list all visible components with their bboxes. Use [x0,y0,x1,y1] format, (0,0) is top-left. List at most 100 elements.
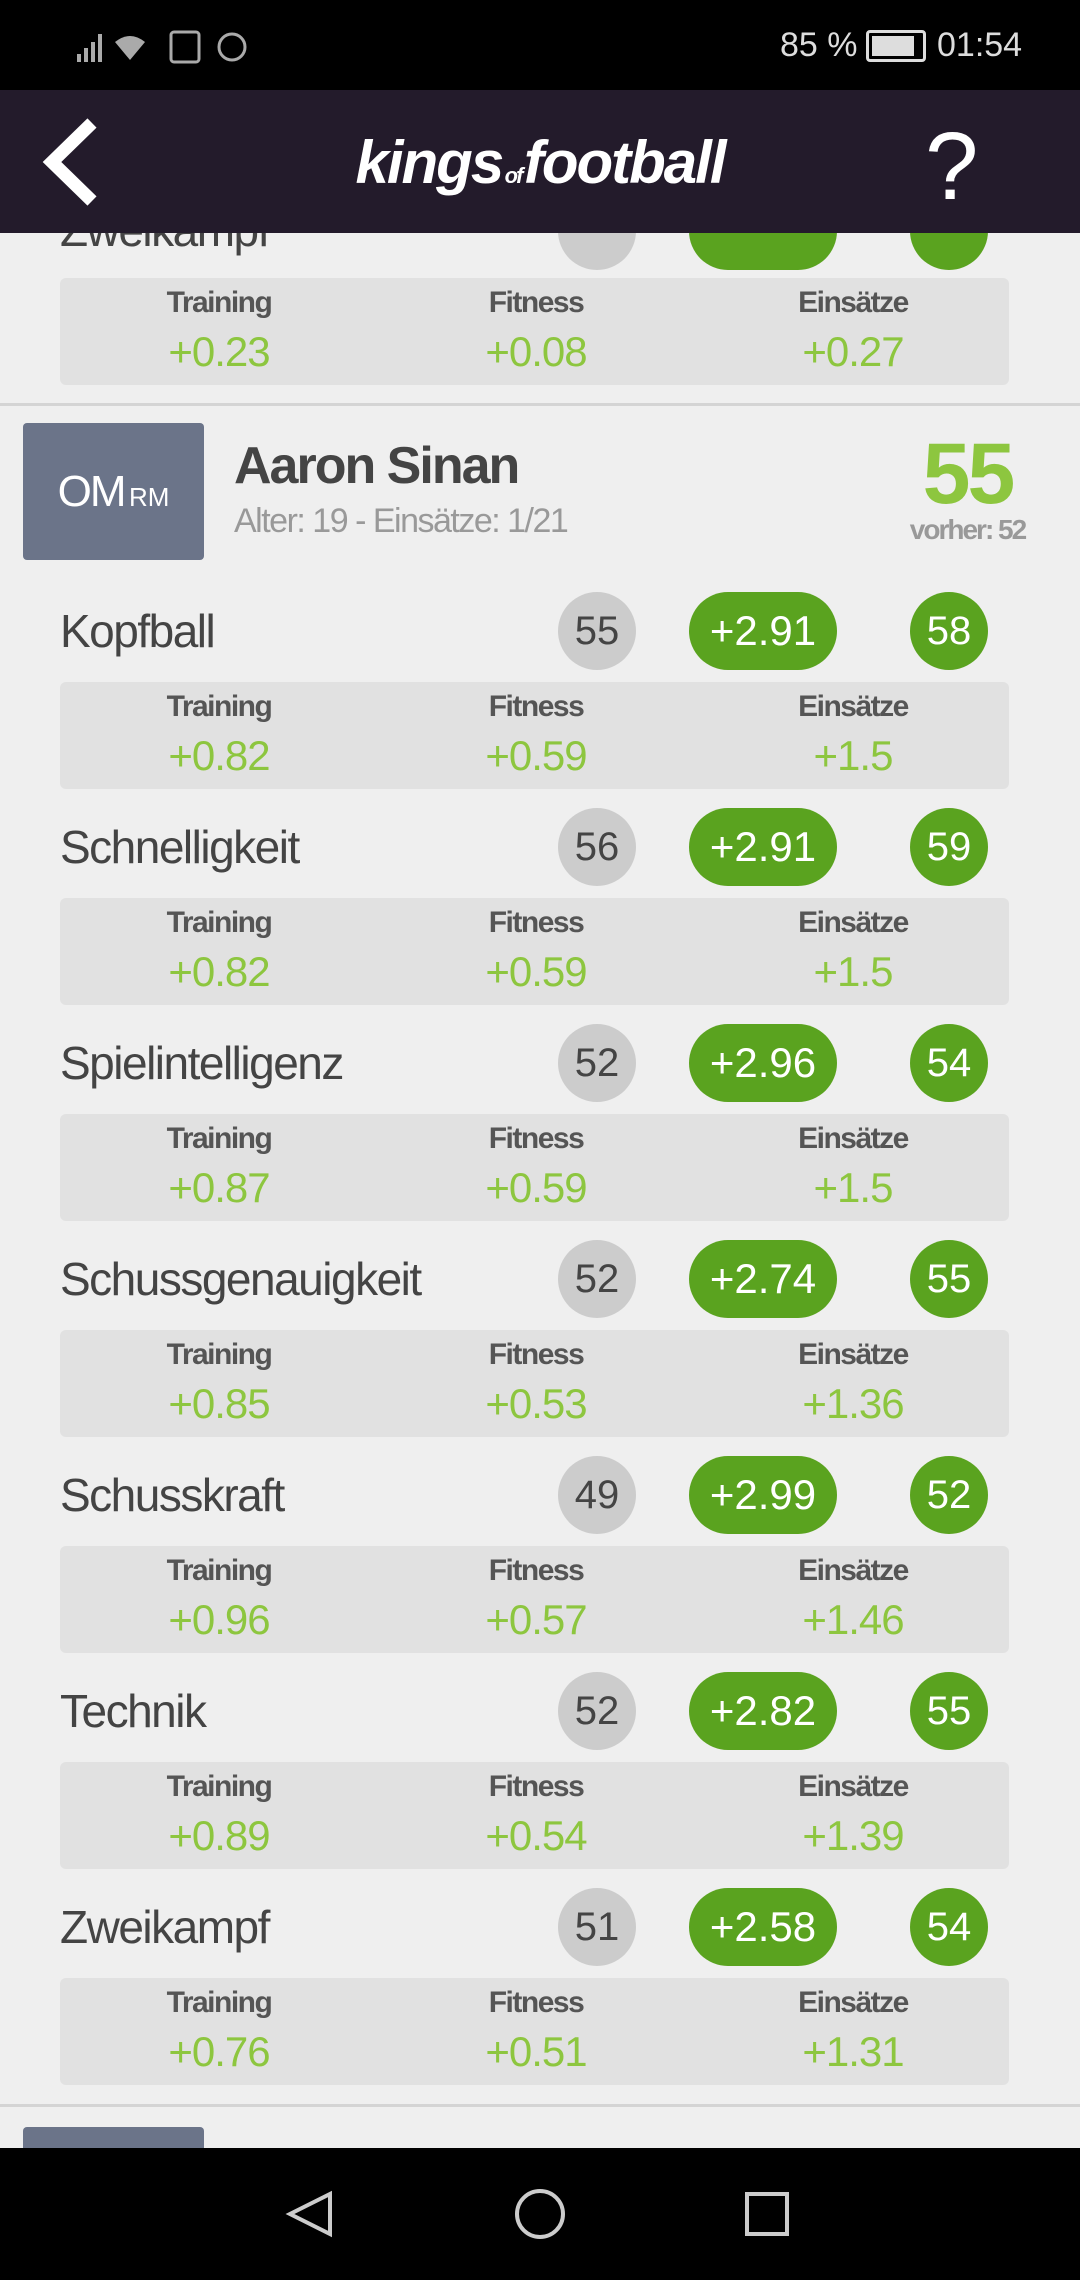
base-value: 49 [558,1456,636,1534]
stat-value: +0.76 [168,2028,270,2075]
base-value: 51 [558,1888,636,1966]
delta-value: +2.82 [689,1672,837,1750]
position: OM [57,467,127,516]
delta-value: +2.58 [689,1888,837,1966]
new-value: 55 [910,1240,988,1318]
stat-value: +0.96 [168,1596,270,1643]
stats-box: Training +0.23 Fitness +0.08 Einsätze +0.27 [60,278,1009,385]
delta-value: +2.99 [689,1456,837,1534]
attribute-name: Zweikampf [60,1901,270,1953]
stat-label: Fitness [488,1986,585,2019]
stat-label: Einsätze [798,1122,909,1155]
alt-position: RM [128,482,170,512]
stat-label: Training [166,906,273,939]
stat-label: Einsätze [798,906,909,939]
delta-value: +2.91 [689,592,837,670]
stat-value: +0.59 [485,948,587,995]
logo-text: football [523,129,727,196]
attribute-name: Schusskraft [60,1469,285,1521]
nav-recent[interactable] [745,2192,789,2236]
stat-label: Training [166,1338,273,1371]
stat-label: Fitness [488,690,585,723]
position-badge: OM RM [23,423,204,560]
help-button[interactable]: ? [925,113,979,220]
stat-value: +0.27 [802,328,904,375]
stat-value: +1.5 [813,948,894,995]
stat-label: Training [166,1986,273,2019]
nav-icons [285,2189,789,2239]
stat-label: Einsätze [798,690,909,723]
base-value: 55 [558,592,636,670]
back-button[interactable] [40,115,100,210]
attribute-name: Schussgenauigkeit [60,1253,422,1305]
stat-value: +0.59 [485,732,587,779]
stat-label: Training [166,1122,273,1155]
stat-value: +0.53 [485,1380,587,1427]
battery-icon [866,30,926,62]
stat-value: +1.5 [813,732,894,779]
stats-box: Training +0.87 Fitness +0.59 Einsätze +1.5 [60,1114,1009,1221]
stat-label: Fitness [488,286,585,319]
stat-value: +0.85 [168,1380,270,1427]
stats-box: Training +0.96 Fitness +0.57 Einsätze +1.46 [60,1546,1009,1653]
base-value: 52 [558,1672,636,1750]
base-value: 52 [558,1240,636,1318]
stat-label: Training [166,1554,273,1587]
nav-home[interactable] [515,2189,565,2239]
nav-bar [0,2148,1080,2280]
stat-value: +1.5 [813,1164,894,1211]
new-value: 58 [910,592,988,670]
stat-value: +1.46 [802,1596,904,1643]
stat-value: +0.23 [168,328,270,375]
logo: kings of football [0,128,1080,197]
stat-label: Fitness [488,1338,585,1371]
stat-label: Einsätze [798,1554,909,1587]
stat-label: Fitness [488,906,585,939]
base-value: 52 [558,1024,636,1102]
stat-value: +0.59 [485,1164,587,1211]
base-value: 56 [558,808,636,886]
separator [0,2104,1080,2107]
battery: 85 % [780,26,858,64]
stats-box: Training +0.89 Fitness +0.54 Einsätze +1.39 [60,1762,1009,1869]
logo-text: of [504,163,524,188]
new-value: 59 [910,808,988,886]
status-icons [77,30,247,64]
stats-box: Training +0.85 Fitness +0.53 Einsätze +1.36 [60,1330,1009,1437]
logo-text: kings [355,129,504,196]
delta-value: +2.74 [689,1240,837,1318]
stats-box: Training +0.82 Fitness +0.59 Einsätze +1.5 [60,898,1009,1005]
attribute-name: Technik [60,1685,207,1737]
stat-value: +0.87 [168,1164,270,1211]
app-header: kings of football ? [0,90,1080,233]
stat-value: +0.82 [168,732,270,779]
attribute-name: Kopfball [60,605,216,657]
clock: 01:54 [937,26,1023,64]
stat-label: Einsätze [798,286,909,319]
stat-label: Fitness [488,1770,585,1803]
stats-box: Training +0.76 Fitness +0.51 Einsätze +1.31 [60,1978,1009,2085]
stat-label: Training [166,690,273,723]
stat-value: +1.36 [802,1380,904,1427]
stat-label: Training [166,1770,273,1803]
stat-label: Einsätze [798,1986,909,2019]
attribute-name: Spielintelligenz [60,1037,344,1089]
stat-value: +0.82 [168,948,270,995]
status-bar: 85 % 01:54 [0,0,1080,90]
delta-value: +2.91 [689,808,837,886]
stat-value: +0.89 [168,1812,270,1859]
nav-back[interactable] [285,2190,332,2238]
stat-value: +1.39 [802,1812,904,1859]
stat-value: +0.08 [485,328,587,375]
stat-label: Training [166,286,273,319]
stat-label: Fitness [488,1122,585,1155]
new-value: 55 [910,1672,988,1750]
stat-value: +0.54 [485,1812,587,1859]
previous-rating: vorher: 52 [909,514,1027,545]
stat-label: Fitness [488,1554,585,1587]
stat-value: +0.57 [485,1596,587,1643]
delta-value: +2.96 [689,1024,837,1102]
stat-label: Einsätze [798,1770,909,1803]
new-value: 54 [910,1024,988,1102]
stat-value: +0.51 [485,2028,587,2075]
